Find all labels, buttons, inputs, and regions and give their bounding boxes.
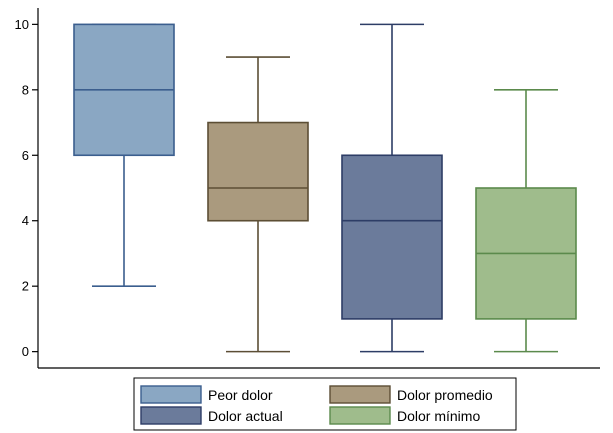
legend-swatch: [329, 385, 391, 404]
box-series: [475, 89, 577, 353]
box-series: [207, 56, 309, 353]
legend-label: Dolor promedio: [397, 387, 493, 403]
legend-label: Peor dolor: [208, 387, 273, 403]
legend-label: Dolor actual: [208, 408, 283, 424]
y-tick-label: 10: [15, 17, 29, 32]
y-tick-label: 2: [22, 279, 29, 294]
legend-swatch: [329, 406, 391, 425]
legend-label: Dolor mínimo: [397, 408, 480, 424]
box-body: [207, 121, 309, 222]
y-ticks: 0 2 4 6 8 10: [15, 17, 38, 359]
legend-swatch: [140, 406, 202, 425]
box-body: [341, 154, 443, 320]
y-tick-label: 6: [22, 148, 29, 163]
boxes-group: [73, 23, 577, 353]
y-tick-label: 0: [22, 344, 29, 359]
plot-axes: [37, 8, 600, 369]
y-tick-label: 8: [22, 82, 29, 97]
box-series: [73, 23, 175, 287]
legend-swatch: [140, 385, 202, 404]
box-series: [341, 23, 443, 353]
y-tick-label: 4: [22, 213, 29, 228]
legend: Peor dolor Dolor promedio Dolor actual Dolo…: [133, 377, 517, 431]
